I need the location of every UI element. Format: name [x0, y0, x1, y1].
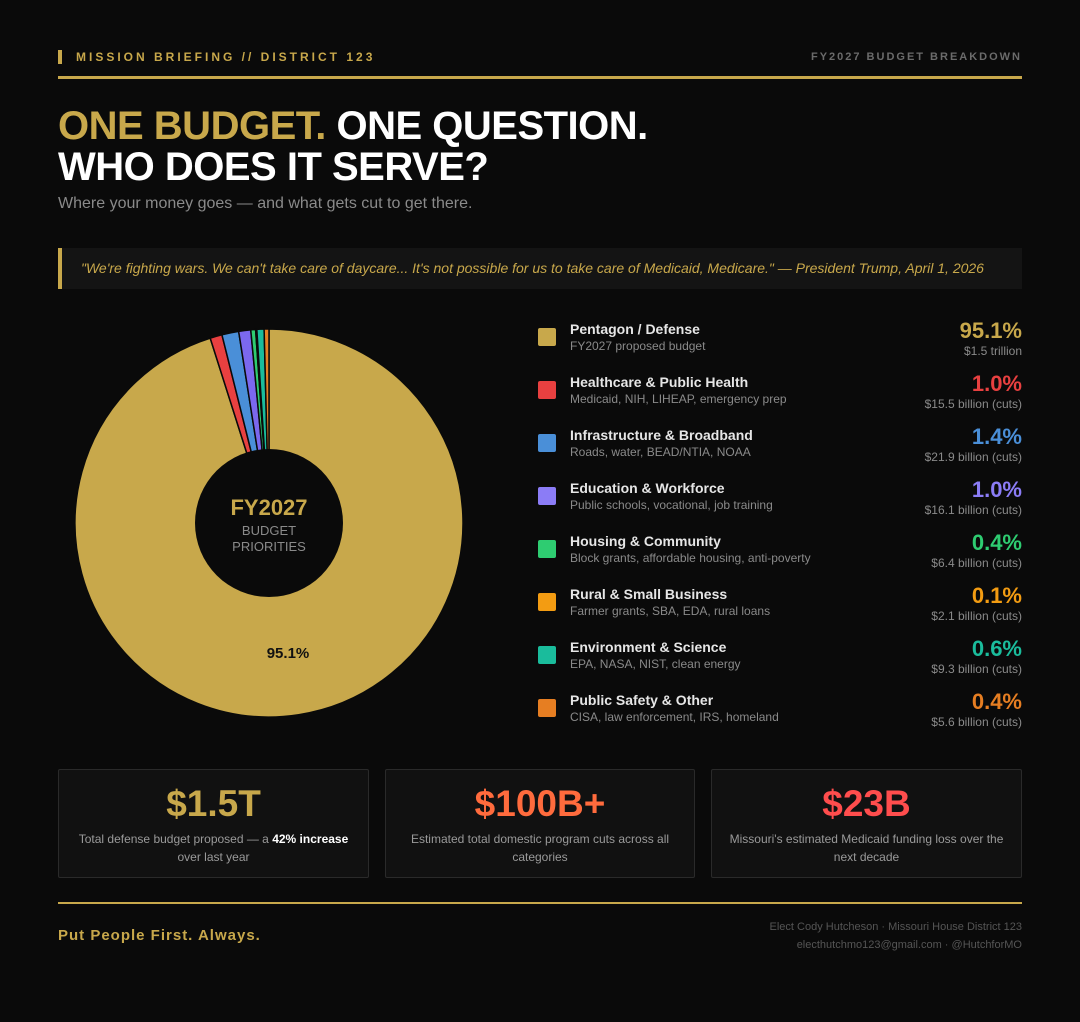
legend-swatch — [538, 646, 556, 664]
donut-svg: FY2027 BUDGET PRIORITIES 95.1% — [74, 328, 464, 718]
legend-desc: EPA, NASA, NIST, clean energy — [570, 657, 741, 671]
donut-hole — [195, 449, 343, 597]
legend-name: Public Safety & Other — [570, 692, 714, 708]
legend-percent: 0.4% — [971, 530, 1022, 555]
legend-desc: CISA, law enforcement, IRS, homeland — [570, 710, 779, 724]
header: MISSION BRIEFING // DISTRICT 123 FY2027 … — [58, 50, 1022, 64]
legend-swatch — [538, 328, 556, 346]
legend-amount: $9.3 billion (cuts) — [931, 662, 1022, 676]
legend-amount: $1.5 trillion — [963, 344, 1022, 358]
legend-amount: $16.1 billion (cuts) — [924, 503, 1022, 517]
footer-line-1: Elect Cody Hutcheson · Missouri House Di… — [769, 921, 1022, 933]
stat-card-medicaid: $23B Missouri's estimated Medicaid fundi… — [711, 769, 1022, 878]
stat-desc-bold: 42% increase — [272, 832, 349, 846]
legend-amount: $6.4 billion (cuts) — [931, 556, 1022, 570]
footer-credits: Elect Cody Hutcheson · Missouri House Di… — [770, 918, 1022, 954]
legend-desc: Farmer grants, SBA, EDA, rural loans — [570, 604, 771, 618]
legend-desc: Public schools, vocational, job training — [570, 498, 773, 512]
legend-item: Environment & Science EPA, NASA, NIST, c… — [538, 636, 1022, 689]
center-subtitle-2: PRIORITIES — [232, 539, 306, 554]
legend-name: Environment & Science — [570, 639, 727, 655]
stat-description: Estimated total domestic program cuts ac… — [410, 832, 670, 864]
legend-percent: 0.6% — [971, 636, 1022, 661]
legend-percent: 95.1% — [959, 318, 1022, 343]
slice-label-defense: 95.1% — [267, 645, 310, 662]
legend-swatch — [538, 699, 556, 717]
legend-amount: $2.1 billion (cuts) — [931, 609, 1022, 623]
stat-value: $100B+ — [474, 783, 606, 824]
legend-percent: 1.0% — [971, 371, 1022, 396]
legend-item: Education & Workforce Public schools, vo… — [538, 477, 1022, 530]
legend: Pentagon / Defense FY2027 proposed budge… — [538, 318, 1022, 742]
legend-amount: $15.5 billion (cuts) — [924, 397, 1022, 411]
legend-percent: 1.0% — [971, 477, 1022, 502]
page-subtitle: Where your money goes — and what gets cu… — [58, 195, 473, 212]
legend-item: Housing & Community Block grants, afford… — [538, 530, 1022, 583]
stat-desc-part: Total defense budget proposed — a — [78, 832, 273, 846]
legend-swatch — [538, 540, 556, 558]
legend-amount: $21.9 billion (cuts) — [924, 450, 1022, 464]
header-left: MISSION BRIEFING // DISTRICT 123 — [58, 50, 375, 64]
legend-item: Pentagon / Defense FY2027 proposed budge… — [538, 318, 1022, 371]
briefing-label: MISSION BRIEFING // DISTRICT 123 — [76, 50, 376, 64]
budget-breakdown-label: FY2027 BUDGET BREAKDOWN — [810, 51, 1022, 63]
legend-item: Rural & Small Business Farmer grants, SB… — [538, 583, 1022, 636]
footer-line-2: electhutchmo123@gmail.com · @HutchforMO — [796, 939, 1022, 951]
legend-item: Infrastructure & Broadband Roads, water,… — [538, 424, 1022, 477]
legend-name: Infrastructure & Broadband — [570, 427, 753, 443]
legend-name: Healthcare & Public Health — [570, 374, 749, 390]
title-white: ONE QUESTION. — [325, 104, 648, 148]
legend-item: Healthcare & Public Health Medicaid, NIH… — [538, 371, 1022, 424]
legend-percent: 0.4% — [971, 689, 1022, 714]
stat-description: Total defense budget proposed — a 42% in… — [75, 830, 352, 866]
stat-card-defense: $1.5T Total defense budget proposed — a … — [58, 769, 369, 878]
center-title: FY2027 — [230, 495, 307, 520]
legend-percent: 0.1% — [971, 583, 1022, 608]
legend-swatch — [538, 593, 556, 611]
legend-percent: 1.4% — [971, 424, 1022, 449]
legend-swatch — [538, 487, 556, 505]
stat-card-cuts: $100B+ Estimated total domestic program … — [385, 769, 695, 878]
legend-name: Education & Workforce — [570, 480, 725, 496]
stat-description: Missouri's estimated Medicaid funding lo… — [729, 832, 1004, 864]
quote-block: "We're fighting wars. We can't take care… — [58, 248, 1022, 289]
top-divider — [58, 76, 1022, 79]
center-subtitle-1: BUDGET — [242, 523, 296, 538]
title-gold: ONE BUDGET. — [58, 104, 326, 148]
title-line-2: WHO DOES IT SERVE? — [58, 145, 489, 189]
stat-desc-part: over last year — [177, 850, 250, 864]
legend-name: Pentagon / Defense — [570, 321, 700, 337]
header-accent-bar — [58, 50, 62, 64]
tagline: Put People First. Always. — [58, 927, 261, 944]
legend-item: Public Safety & Other CISA, law enforcem… — [538, 689, 1022, 742]
legend-swatch — [538, 434, 556, 452]
stat-value: $23B — [822, 783, 911, 824]
legend-desc: Roads, water, BEAD/NTIA, NOAA — [570, 445, 751, 459]
legend-amount: $5.6 billion (cuts) — [931, 715, 1022, 729]
page-title: ONE BUDGET. ONE QUESTION. WHO DOES IT SE… — [58, 106, 648, 188]
bottom-divider — [58, 902, 1022, 904]
legend-desc: Medicaid, NIH, LIHEAP, emergency prep — [570, 392, 787, 406]
legend-desc: Block grants, affordable housing, anti-p… — [570, 551, 811, 565]
legend-desc: FY2027 proposed budget — [570, 339, 706, 353]
stat-value: $1.5T — [166, 783, 261, 824]
legend-swatch — [538, 381, 556, 399]
budget-donut-chart: FY2027 BUDGET PRIORITIES 95.1% — [74, 328, 464, 718]
legend-name: Housing & Community — [570, 533, 721, 549]
legend-name: Rural & Small Business — [570, 586, 728, 602]
